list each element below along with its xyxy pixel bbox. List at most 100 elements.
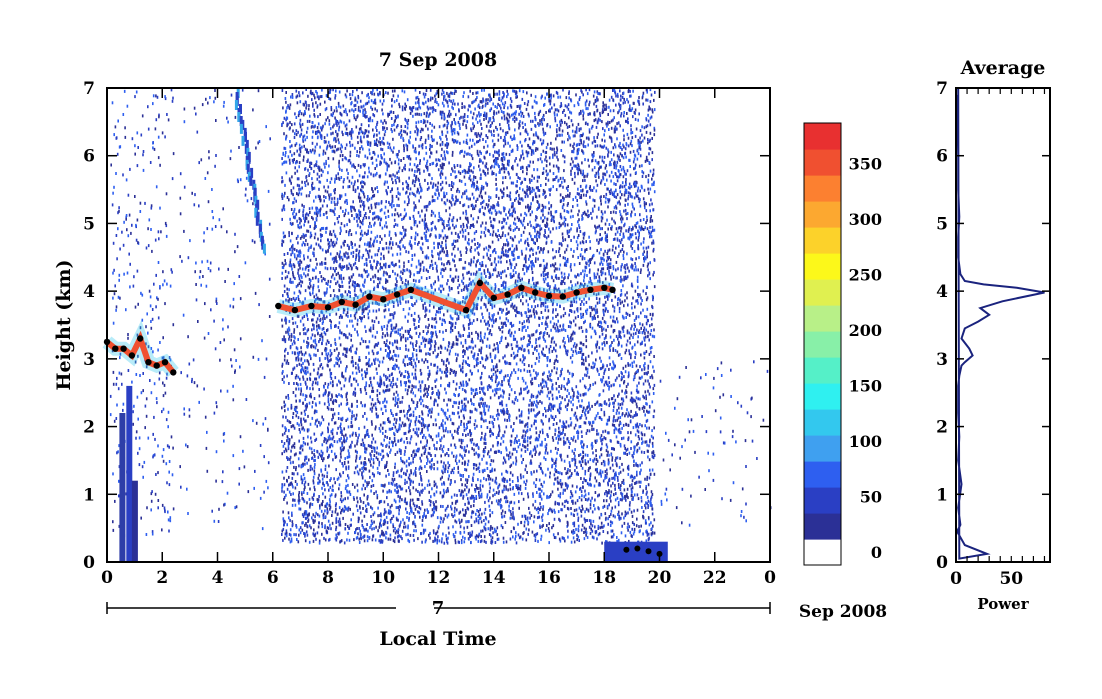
main-y-tick-label: 5 xyxy=(83,214,95,234)
cloud-layer-point xyxy=(476,279,484,287)
colorbar-band xyxy=(804,461,841,488)
main-y-axis: 0 1 2 3 4 5 6 7 xyxy=(83,79,770,573)
cloud-layer-point xyxy=(352,301,359,308)
colorbar-tick-label: 100 xyxy=(849,432,882,451)
main-title: 7 Sep 2008 xyxy=(379,49,497,71)
main-x-tick-label: 14 xyxy=(482,568,506,588)
colorbar-tick-label: 200 xyxy=(849,321,882,340)
cloud-layer-point xyxy=(587,286,594,293)
low-cloud-point xyxy=(170,369,177,376)
surface-layer-point xyxy=(645,548,652,555)
colorbar-tick-label: 50 xyxy=(860,488,882,507)
colorbar-frame xyxy=(803,122,842,566)
low-cloud-point xyxy=(112,345,119,352)
main-x-axis-label: Local Time xyxy=(379,628,496,650)
colorbar-tick-label: 0 xyxy=(871,543,882,562)
main-x-tick-label: 2 xyxy=(156,568,168,588)
heatmap-area xyxy=(102,88,772,562)
cloud-layer-point xyxy=(504,291,511,298)
cloud-layer-point xyxy=(532,289,539,296)
average-y-tick-label: 0 xyxy=(936,553,948,573)
main-x-tick-label: 0 xyxy=(764,568,776,588)
average-title: Average xyxy=(960,57,1046,79)
average-y-tick-label: 7 xyxy=(936,79,948,99)
average-y-tick-label: 2 xyxy=(936,418,948,438)
colorbar-band xyxy=(804,435,841,462)
colorbar-band xyxy=(804,487,841,514)
cloud-layer-point xyxy=(545,292,553,300)
colorbar-band xyxy=(804,123,841,150)
low-cloud-point xyxy=(161,359,169,366)
average-y-axis: 0 1 2 3 4 5 6 7 xyxy=(936,79,1050,573)
main-x-tick-label: 6 xyxy=(267,568,279,588)
colorbar-band xyxy=(804,409,841,436)
colorbar-band xyxy=(804,513,841,540)
colorbar-band xyxy=(804,331,841,358)
main-x-tick-label: 10 xyxy=(371,568,395,588)
cloud-layer-point xyxy=(308,302,315,310)
colorbar-labels: 0 50 100 150 200 250 300 350 xyxy=(849,155,882,562)
main-x-tick-label: 8 xyxy=(322,568,334,588)
colorbar-band xyxy=(804,175,841,202)
average-power-line xyxy=(955,87,1045,560)
colorbar-tick-label: 350 xyxy=(849,155,882,174)
main-x-tick-label: 20 xyxy=(648,568,672,588)
average-y-tick-label: 1 xyxy=(936,485,948,505)
low-cloud-point xyxy=(153,362,160,369)
main-y-tick-label: 7 xyxy=(83,79,95,99)
main-x-axis: 0 2 4 6 8 10 12 14 16 18 20 22 0 xyxy=(101,88,776,588)
low-cloud-point xyxy=(145,359,152,366)
cloud-layer-point xyxy=(462,306,470,314)
main-y-axis-label: Height (km) xyxy=(53,260,75,391)
colorbar-tick-label: 300 xyxy=(849,210,882,229)
cloud-layer-point xyxy=(324,304,332,311)
average-y-tick-label: 6 xyxy=(936,147,948,167)
colorbar-band xyxy=(804,305,841,332)
main-x-tick-label: 12 xyxy=(427,568,451,588)
cloud-layer-point xyxy=(393,291,401,298)
noise-speckle xyxy=(109,88,772,545)
main-x-tick-label: 4 xyxy=(212,568,224,588)
colorbar-band xyxy=(804,383,841,410)
main-x-tick-label: 22 xyxy=(703,568,727,588)
average-y-tick-label: 3 xyxy=(936,350,948,370)
date-axis-month-year: Sep 2008 xyxy=(799,602,887,622)
cloud-layer-point xyxy=(573,289,580,296)
surface-layer-point xyxy=(623,546,630,553)
colorbar-band xyxy=(804,539,841,566)
cloud-layer-point xyxy=(275,302,282,310)
main-y-tick-label: 4 xyxy=(83,282,95,302)
main-y-tick-label: 0 xyxy=(83,553,95,573)
colorbar-band xyxy=(804,149,841,176)
surface-layer-point xyxy=(634,545,641,552)
colorbar xyxy=(803,122,842,566)
cloud-layer xyxy=(275,270,616,319)
cloud-layer-point xyxy=(366,293,373,300)
main-x-tick-label: 0 xyxy=(101,568,113,588)
main-y-tick-label: 6 xyxy=(83,147,95,167)
low-cloud-point xyxy=(128,352,136,359)
main-x-tick-label: 16 xyxy=(537,568,561,588)
cloud-layer-point xyxy=(407,286,415,293)
average-y-tick-label: 5 xyxy=(936,214,948,234)
precipitation-streak xyxy=(234,88,266,254)
low-cloud-point xyxy=(137,335,144,342)
date-axis: 7 xyxy=(106,598,771,619)
colorbar-tick-label: 150 xyxy=(849,377,882,396)
average-profile-area xyxy=(955,87,1045,560)
early-morning-returns xyxy=(119,385,138,562)
colorbar-band xyxy=(804,227,841,254)
average-x-tick-label: 50 xyxy=(999,569,1023,589)
main-y-tick-label: 2 xyxy=(83,418,95,438)
date-axis-day: 7 xyxy=(432,598,445,619)
surface-layer xyxy=(604,541,668,562)
main-y-tick-label: 3 xyxy=(83,350,95,370)
cloud-layer-point xyxy=(291,306,299,314)
colorbar-band xyxy=(804,357,841,384)
main-x-tick-label: 18 xyxy=(592,568,616,588)
colorbar-tick-label: 250 xyxy=(849,266,882,285)
average-plot-frame xyxy=(955,87,1051,563)
colorbar-band xyxy=(804,201,841,228)
average-x-axis: 0 50 xyxy=(950,88,1046,589)
